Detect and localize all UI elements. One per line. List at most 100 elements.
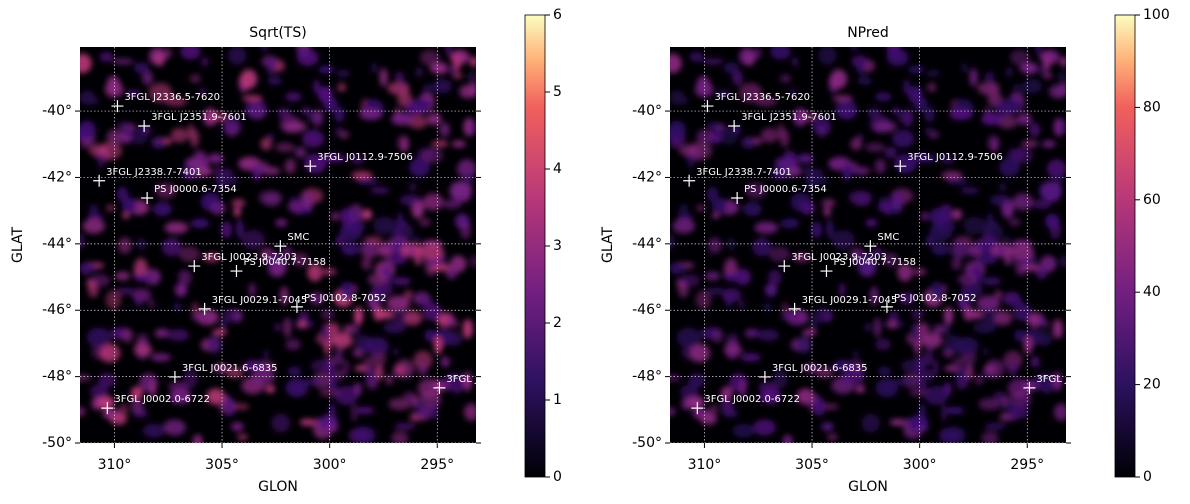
colorbar-tick-label: 1	[553, 392, 562, 408]
emission-blob	[207, 334, 223, 354]
emission-blob	[802, 202, 812, 212]
emission-blob	[983, 364, 997, 375]
emission-blob	[112, 58, 134, 65]
emission-blob	[275, 219, 288, 227]
emission-blob	[780, 218, 800, 229]
source-label: PS J0102.8-7052	[894, 293, 977, 304]
emission-blob	[356, 178, 379, 185]
emission-blob	[399, 81, 407, 89]
emission-blob	[770, 47, 791, 60]
emission-blob	[696, 75, 711, 95]
emission-blob	[1029, 122, 1041, 138]
emission-blob	[334, 126, 344, 135]
emission-blob	[945, 406, 965, 415]
source-marker	[1023, 381, 1036, 394]
emission-blob	[355, 406, 375, 415]
emission-blob	[887, 320, 897, 329]
emission-blob	[149, 379, 157, 398]
emission-blob	[335, 236, 346, 246]
emission-blob	[811, 221, 822, 239]
source-marker	[880, 300, 893, 313]
emission-blob	[1003, 350, 1023, 370]
y-tick-label: -44°	[632, 236, 662, 252]
emission-blob	[1011, 147, 1034, 164]
emission-blob	[453, 72, 463, 80]
emission-blob	[466, 71, 476, 82]
emission-blob	[386, 295, 411, 311]
emission-blob	[780, 313, 801, 321]
emission-blob	[739, 379, 747, 398]
emission-blob	[354, 306, 364, 325]
source-marker	[758, 370, 771, 383]
emission-blob	[716, 90, 731, 97]
x-tick-label: 300°	[313, 457, 347, 473]
colorbar-tick-label: 100	[1143, 7, 1170, 23]
source-marker	[864, 240, 877, 253]
emission-blob	[1003, 98, 1023, 109]
emission-blob	[961, 62, 968, 74]
emission-blob	[797, 334, 813, 354]
emission-blob	[952, 356, 964, 372]
emission-blob	[117, 237, 132, 254]
emission-blob	[134, 258, 148, 278]
emission-blob	[832, 360, 855, 372]
emission-blob	[375, 364, 384, 381]
emission-blob	[173, 302, 182, 311]
emission-blob	[180, 47, 201, 60]
emission-blob	[310, 359, 335, 373]
colorbar-tick-label: 3	[553, 238, 562, 254]
emission-blob	[184, 157, 207, 169]
emission-blob	[705, 287, 726, 295]
emission-blob	[440, 356, 450, 368]
emission-blob	[189, 74, 201, 83]
source-marker	[701, 100, 714, 113]
emission-blob	[670, 263, 687, 274]
source-marker	[138, 120, 151, 133]
emission-blob	[222, 115, 241, 136]
emission-blob	[961, 281, 983, 298]
emission-blob	[1032, 199, 1052, 209]
y-tick-label: -40°	[42, 103, 72, 119]
emission-blob	[927, 83, 937, 92]
emission-blob	[803, 363, 819, 374]
emission-blob	[429, 62, 448, 74]
source-label: 3FGL J0112.9-7506	[907, 152, 1003, 163]
emission-blob	[312, 108, 324, 127]
source-marker	[433, 381, 446, 394]
emission-blob	[835, 100, 858, 119]
source-label: 3FGL J0002.0-6722	[704, 394, 800, 405]
emission-blob	[80, 120, 96, 139]
emission-blob	[999, 157, 1020, 177]
emission-blob	[722, 288, 742, 302]
emission-blob	[994, 290, 1003, 300]
emission-blob	[237, 433, 248, 441]
emission-blob	[392, 347, 399, 356]
emission-blob	[183, 368, 198, 389]
emission-blob	[689, 52, 704, 62]
source-marker	[304, 160, 317, 173]
emission-blob	[1049, 221, 1062, 240]
emission-blob	[809, 168, 823, 175]
y-tick-label: -42°	[632, 169, 662, 185]
emission-blob	[870, 286, 879, 306]
emission-blob	[1024, 335, 1033, 355]
emission-blob	[850, 137, 862, 151]
source-marker	[274, 240, 287, 253]
y-tick-label: -46°	[42, 302, 72, 318]
emission-blob	[670, 233, 676, 250]
emission-blob	[294, 206, 301, 214]
emission-blob	[133, 346, 154, 354]
emission-blob	[1037, 315, 1046, 327]
emission-blob	[940, 154, 955, 165]
emission-blob	[1004, 254, 1011, 266]
source-label: 3FGL J0002.0-6722	[114, 394, 210, 405]
emission-blob	[359, 240, 377, 257]
emission-blob	[334, 106, 345, 123]
source-label: 3FGL J2351.9-7601	[741, 112, 837, 123]
emission-blob	[719, 126, 739, 145]
emission-blob	[900, 359, 925, 373]
emission-blob	[178, 269, 192, 286]
emission-blob	[886, 49, 909, 66]
emission-blob	[1053, 403, 1066, 421]
emission-blob	[401, 138, 408, 153]
